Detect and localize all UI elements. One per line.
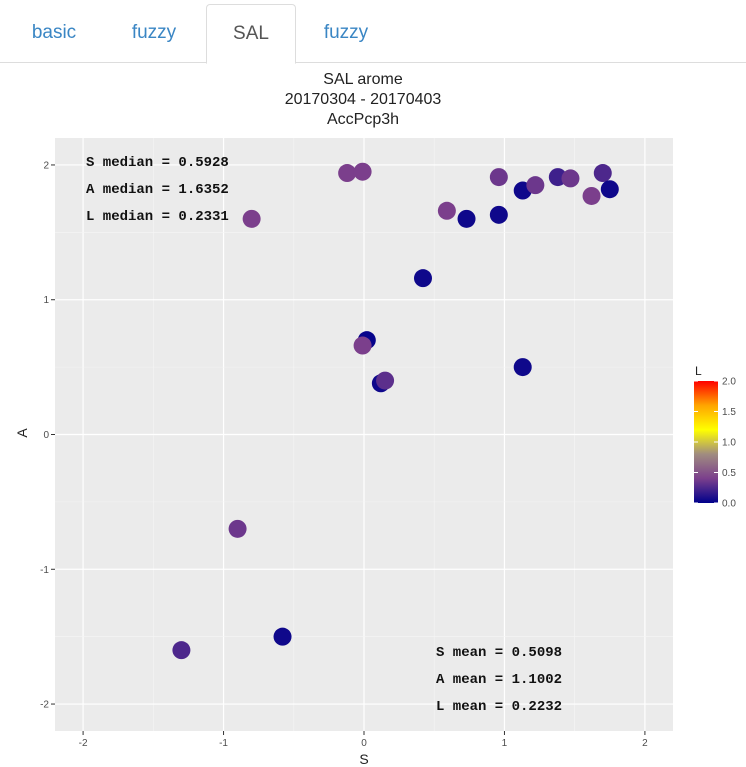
grid-lines xyxy=(55,138,673,731)
x-axis-label: S xyxy=(359,751,368,767)
data-point xyxy=(489,168,508,187)
tab-bar: basic fuzzy SAL fuzzy xyxy=(0,0,746,64)
data-point xyxy=(353,336,372,355)
legend-ticks: 0.0 0.5 1.0 1.5 2.0 xyxy=(694,377,736,510)
x-tick-label: 0 xyxy=(361,738,367,749)
legend-tick-label: 0.5 xyxy=(722,468,736,479)
x-tick-label: -2 xyxy=(79,738,88,749)
y-axis-label: A xyxy=(14,428,30,438)
tab-sal[interactable]: SAL xyxy=(206,4,296,64)
chart-title-line-1: SAL arome xyxy=(323,71,403,88)
chart-title-line-3: AccPcp3h xyxy=(327,111,399,128)
legend-tick-label: 1.5 xyxy=(722,407,736,418)
data-point xyxy=(242,209,261,228)
data-point xyxy=(353,162,372,181)
data-point xyxy=(561,169,580,188)
data-point xyxy=(600,180,619,199)
x-tick-label: 2 xyxy=(642,738,648,749)
color-legend: L 0.0 0.5 1.0 1.5 2.0 xyxy=(694,364,736,510)
chart-title-line-2: 20170304 - 20170403 xyxy=(285,91,442,108)
data-point xyxy=(437,201,456,220)
data-point xyxy=(582,186,601,205)
y-tick-label: -2 xyxy=(40,700,49,711)
data-point xyxy=(273,627,292,646)
legend-tick-label: 0.0 xyxy=(722,499,736,510)
data-point xyxy=(457,209,476,228)
s-median-annotation: S median = 0.5928 xyxy=(86,155,229,171)
y-tick-label: 1 xyxy=(43,295,49,306)
y-tick-label: -1 xyxy=(40,565,49,576)
data-point xyxy=(172,641,191,660)
tab-fuzzy-2[interactable]: fuzzy xyxy=(323,22,369,43)
legend-tick-label: 2.0 xyxy=(722,377,736,388)
x-tick-label: 1 xyxy=(502,738,508,749)
tab-basic[interactable]: basic xyxy=(31,22,77,43)
legend-tick-label: 1.0 xyxy=(722,438,736,449)
x-tick-label: -1 xyxy=(219,738,228,749)
y-tick-label: 0 xyxy=(43,430,49,441)
a-mean-annotation: A mean = 1.1002 xyxy=(436,672,562,688)
median-annotations: S median = 0.5928 A median = 1.6352 L me… xyxy=(86,155,229,225)
data-point xyxy=(228,519,247,538)
data-point xyxy=(413,269,432,288)
l-mean-annotation: L mean = 0.2232 xyxy=(436,699,562,715)
data-point xyxy=(489,205,508,224)
s-mean-annotation: S mean = 0.5098 xyxy=(436,645,562,661)
y-tick-label: 2 xyxy=(43,160,49,171)
data-point xyxy=(338,164,357,183)
data-point xyxy=(513,358,532,377)
y-axis-ticks: -2 -1 0 1 2 xyxy=(40,160,55,711)
chart-title: SAL arome 20170304 - 20170403 AccPcp3h xyxy=(285,71,442,128)
a-median-annotation: A median = 1.6352 xyxy=(86,182,229,198)
l-median-annotation: L median = 0.2331 xyxy=(86,209,229,225)
data-points xyxy=(172,162,619,660)
mean-annotations: S mean = 0.5098 A mean = 1.1002 L mean =… xyxy=(436,645,562,715)
data-point xyxy=(376,371,395,390)
tab-fuzzy[interactable]: fuzzy xyxy=(131,22,177,43)
data-point xyxy=(593,164,612,183)
legend-title: L xyxy=(695,364,702,378)
x-axis-ticks: -2 -1 0 1 2 xyxy=(79,731,648,749)
data-point xyxy=(526,176,545,195)
